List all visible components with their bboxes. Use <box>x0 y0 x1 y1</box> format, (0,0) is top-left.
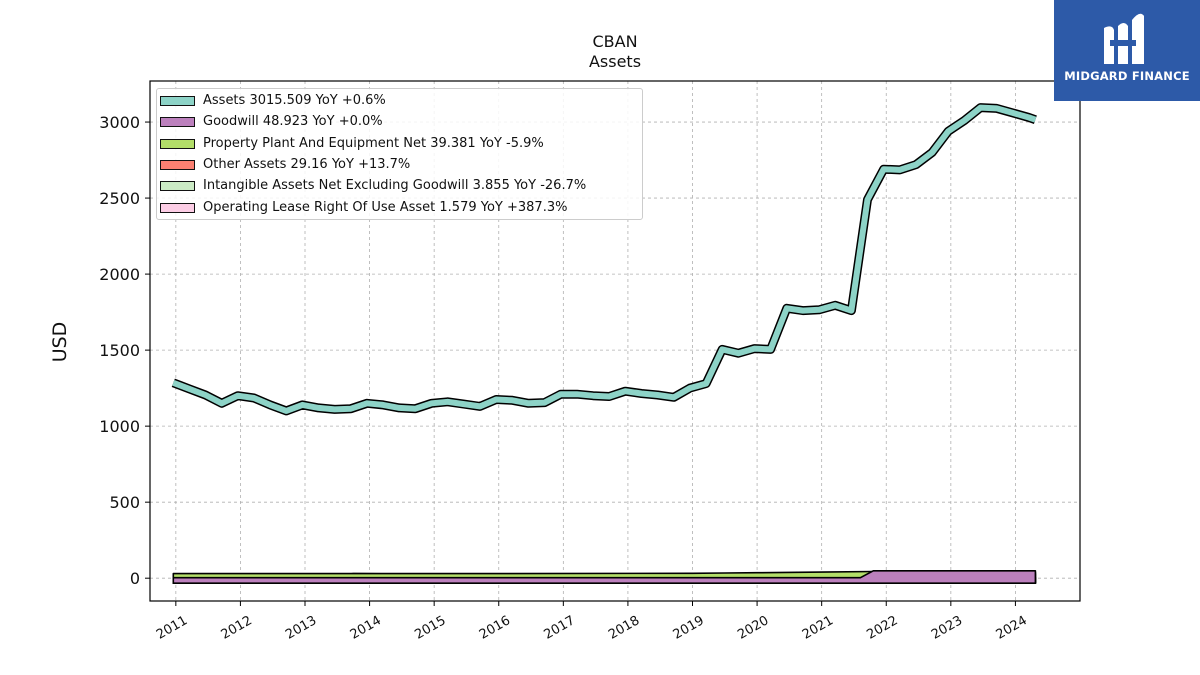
legend-item: Other Assets 29.16 YoY +13.7% <box>157 156 642 176</box>
legend-item: Property Plant And Equipment Net 39.381 … <box>157 135 642 155</box>
grid-layer <box>150 81 1080 601</box>
legend-label: Property Plant And Equipment Net 39.381 … <box>203 135 544 151</box>
legend-item: Assets 3015.509 YoY +0.6% <box>157 92 642 112</box>
chart-title: CBAN <box>592 32 638 51</box>
legend-swatch <box>160 96 195 106</box>
legend-swatch <box>160 138 195 149</box>
brand-logo: MIDGARD FINANCE <box>1054 0 1200 101</box>
legend-swatch <box>160 181 195 192</box>
x-tick-label: 2016 <box>477 613 513 643</box>
axes-frame <box>149 80 1081 602</box>
x-tick-label: 2014 <box>348 613 384 643</box>
y-tick-label: 0 <box>130 569 140 588</box>
chart-subtitle: Assets <box>588 52 642 71</box>
x-tick-label: 2012 <box>219 613 255 643</box>
legend-label: Operating Lease Right Of Use Asset 1.579… <box>203 199 568 215</box>
y-tick-label: 1000 <box>99 417 140 436</box>
y-tick-label: 500 <box>109 493 140 512</box>
series-line-assets <box>172 104 1037 414</box>
x-tick-label: 2017 <box>542 613 578 643</box>
logo-text: MIDGARD FINANCE <box>1064 69 1190 83</box>
x-tick-label: 2018 <box>606 613 642 643</box>
legend-label: Assets 3015.509 YoY +0.6% <box>203 93 386 108</box>
series-area-goodwill <box>172 570 1037 584</box>
logo-mark-icon <box>1104 13 1144 64</box>
x-tick-label: 2013 <box>283 613 319 643</box>
legend-swatch <box>160 159 195 170</box>
legend-item: Operating Lease Right Of Use Asset 1.579… <box>157 199 642 219</box>
x-tick-label: 2023 <box>929 613 965 643</box>
y-axis-label: USD <box>49 321 71 363</box>
x-tick-label: 2021 <box>800 613 836 643</box>
legend-item: Goodwill 48.923 YoY +0.0% <box>157 113 642 133</box>
x-tick-label: 2020 <box>735 613 771 643</box>
y-tick-label: 3000 <box>99 113 140 132</box>
x-tick-label: 2015 <box>412 613 448 643</box>
x-tick-label: 2024 <box>994 613 1030 643</box>
x-tick-label: 2019 <box>671 613 707 643</box>
legend-item: Intangible Assets Net Excluding Goodwill… <box>157 177 642 197</box>
legend-label: Other Assets 29.16 YoY +13.7% <box>203 156 411 172</box>
x-tick-label: 2022 <box>864 613 900 643</box>
y-tick-label: 1500 <box>99 341 140 360</box>
y-tick-label: 2500 <box>99 189 140 208</box>
legend-swatch <box>160 117 195 128</box>
legend-swatch <box>160 202 195 213</box>
legend: Assets 3015.509 YoY +0.6% Goodwill 48.923… <box>156 88 643 220</box>
legend-label: Goodwill 48.923 YoY +0.0% <box>203 114 383 130</box>
y-tick-label: 2000 <box>99 265 140 284</box>
x-tick-label: 2011 <box>154 613 190 643</box>
plot-layer <box>171 103 1037 584</box>
legend-label: Intangible Assets Net Excluding Goodwill… <box>203 178 587 194</box>
